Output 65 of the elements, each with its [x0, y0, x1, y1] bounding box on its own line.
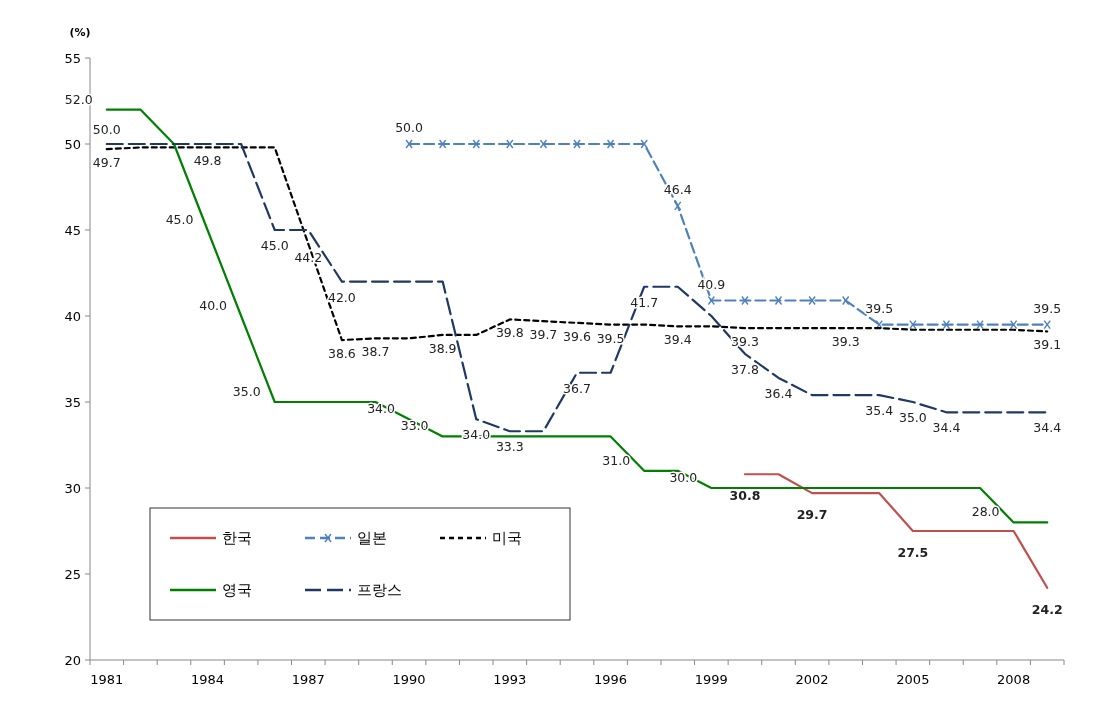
x-tick-label: 1981	[90, 672, 124, 687]
y-tick-label: 40	[64, 308, 81, 324]
data-label: 33.3	[495, 439, 524, 455]
data-label: 45.0	[260, 238, 289, 253]
y-axis-title: (%)	[69, 26, 91, 39]
data-label: 45.0	[165, 212, 194, 227]
x-tick-label: 1993	[493, 672, 527, 687]
y-tick-label: 55	[64, 50, 81, 66]
data-label: 39.5	[865, 300, 894, 316]
data-label: 40.0	[199, 298, 228, 313]
x-tick-label: 1996	[594, 672, 628, 687]
data-label: 44.2	[294, 249, 323, 265]
legend-label: 미국	[492, 529, 522, 548]
y-tick-label: 45	[64, 222, 81, 238]
data-label: 38.6	[327, 346, 356, 362]
data-label: 46.4	[663, 181, 692, 197]
data-label: 35.0	[232, 384, 261, 399]
data-label: 42.0	[327, 289, 356, 305]
data-label: 50.0	[92, 122, 121, 137]
x-tick-label: 1984	[191, 672, 225, 687]
y-tick-label: 20	[64, 652, 81, 668]
data-label: 24.2	[1031, 601, 1063, 617]
data-label: 39.7	[529, 327, 558, 343]
x-tick-label: 1999	[694, 672, 728, 687]
data-label: 34.4	[932, 420, 961, 436]
data-label: 36.7	[563, 380, 591, 396]
x-tick-label: 1987	[291, 672, 325, 687]
data-label: 39.1	[1033, 337, 1062, 353]
x-tick-label: 1990	[392, 672, 426, 687]
data-label: 37.8	[731, 361, 759, 377]
data-label: 36.4	[764, 385, 793, 401]
x-tick-label: 2002	[795, 672, 829, 687]
data-label: 31.0	[602, 452, 631, 468]
data-label: 40.9	[697, 276, 726, 292]
data-label: 28.0	[971, 504, 1000, 520]
x-tick-label: 2008	[997, 672, 1031, 687]
data-label: 49.8	[193, 153, 222, 169]
legend-label: 프랑스	[357, 581, 402, 600]
data-label: 39.3	[731, 334, 759, 350]
data-label: 39.5	[596, 330, 625, 346]
legend-label: 영국	[222, 581, 252, 600]
legend-label: 일본	[357, 529, 387, 548]
data-label: 52.0	[64, 91, 93, 107]
data-label: 41.7	[630, 294, 659, 310]
y-tick-label: 30	[64, 480, 81, 496]
x-tick-label: 2005	[896, 672, 930, 687]
data-label: 35.4	[865, 403, 894, 419]
data-label: 39.4	[663, 332, 692, 348]
data-label: 49.7	[92, 155, 121, 171]
data-label: 30.8	[729, 488, 761, 504]
data-label: 39.3	[831, 334, 860, 350]
data-label: 39.5	[1033, 300, 1062, 316]
data-label: 29.7	[796, 507, 828, 523]
y-tick-label: 25	[64, 566, 81, 582]
y-tick-label: 50	[64, 136, 81, 152]
data-label: 38.7	[361, 344, 390, 360]
data-label: 50.0	[395, 120, 424, 135]
legend-label: 한국	[222, 529, 252, 548]
data-label: 35.0	[898, 410, 927, 425]
data-label: 27.5	[897, 545, 929, 560]
y-tick-label: 35	[64, 394, 81, 410]
data-label: 38.9	[428, 340, 457, 356]
data-label: 39.6	[563, 328, 591, 344]
data-label: 39.8	[495, 325, 524, 341]
data-label: 34.4	[1033, 420, 1062, 436]
